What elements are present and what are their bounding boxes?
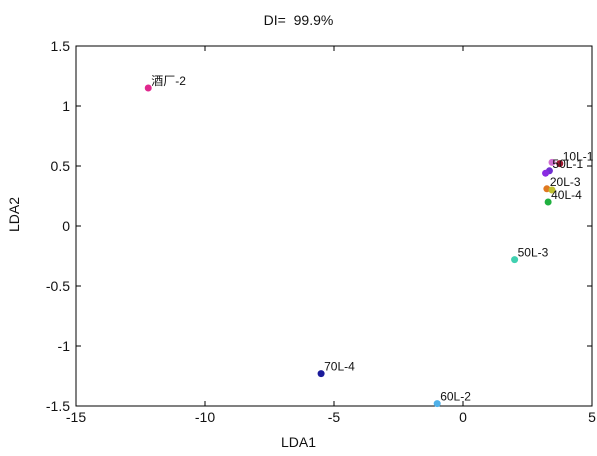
- x-tick-label: 0: [459, 409, 467, 425]
- point-label: 10L-1: [563, 150, 594, 164]
- data-point: [317, 370, 325, 378]
- chart-title: DI= 99.9%: [263, 12, 334, 28]
- plot-area-frame: [75, 45, 593, 407]
- data-point: [144, 84, 152, 92]
- point-label: 酒厂-2: [151, 74, 186, 88]
- y-tick-label: -0.5: [46, 278, 70, 294]
- data-point: [548, 186, 556, 194]
- data-point: [544, 198, 552, 206]
- x-tick-label: -15: [66, 409, 86, 425]
- data-point: [556, 160, 564, 168]
- point-label: 20L-3: [550, 175, 581, 189]
- y-tick-label: 1.5: [51, 38, 71, 54]
- data-point: [511, 256, 519, 264]
- y-tick-label: -1: [58, 338, 71, 354]
- axis-ticks: -15 -10 -5 0 5 1.5 1 0.5 0 -0.5 -1 -1.5: [46, 38, 596, 425]
- x-tick-label: 5: [588, 409, 596, 425]
- point-label: 40L-4: [551, 188, 582, 202]
- data-point: [548, 158, 556, 166]
- x-tick-label: -10: [195, 409, 215, 425]
- point-label: 50L-3: [518, 246, 549, 260]
- point-label: 50L-1: [552, 157, 583, 171]
- data-point: [433, 400, 441, 408]
- x-tick-label: -5: [328, 409, 341, 425]
- y-axis-label: LDA2: [6, 196, 22, 232]
- y-tick-label: 1: [62, 98, 70, 114]
- x-axis-label: LDA1: [280, 434, 317, 450]
- point-label: 70L-4: [324, 360, 355, 374]
- y-tick-label: -1.5: [46, 398, 70, 414]
- y-tick-label: 0: [62, 218, 70, 234]
- data-point: [542, 169, 550, 177]
- point-label: 60L-2: [440, 390, 471, 404]
- y-tick-label: 0.5: [51, 158, 71, 174]
